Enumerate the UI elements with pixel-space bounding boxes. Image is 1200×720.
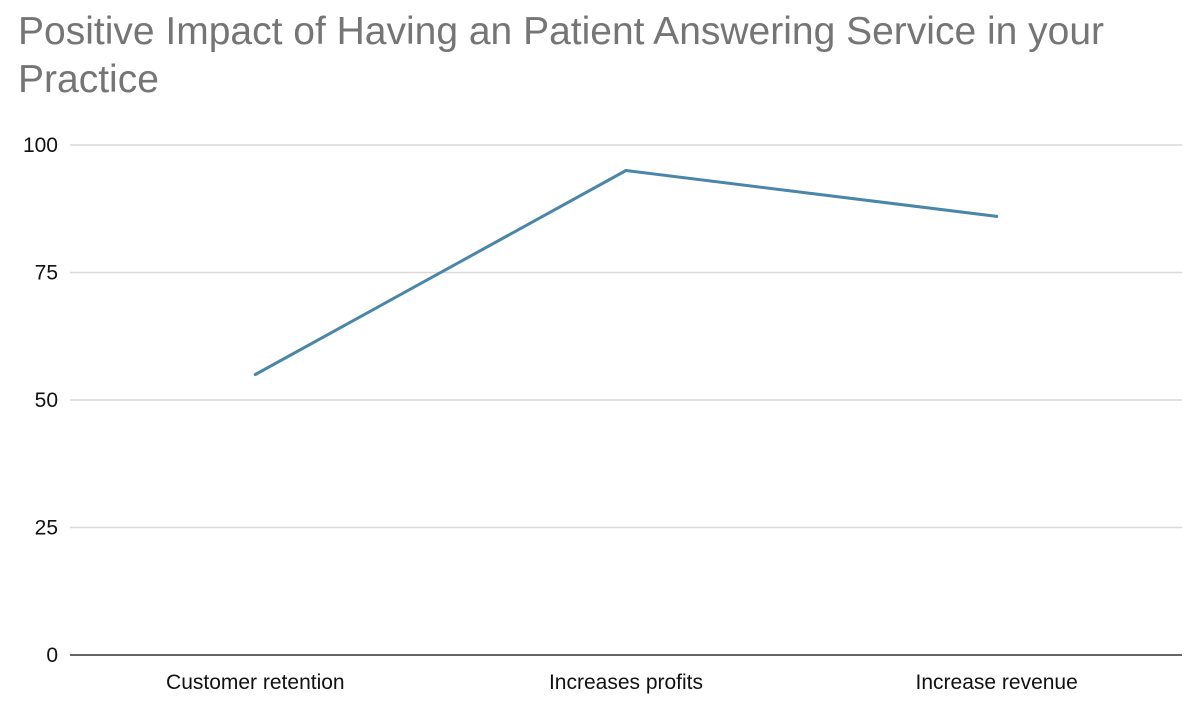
y-tick-label: 75 xyxy=(35,262,58,285)
y-tick-label: 25 xyxy=(35,517,58,540)
y-tick-label: 100 xyxy=(23,134,58,157)
data-point xyxy=(995,214,999,218)
chart-title: Positive Impact of Having an Patient Ans… xyxy=(18,10,1105,101)
y-tick-label: 0 xyxy=(46,644,58,667)
x-axis-ticks: Customer retention Increases profits Incre… xyxy=(166,671,1078,694)
gridlines xyxy=(70,144,1182,656)
x-tick-label: Increases profits xyxy=(549,671,703,694)
data-point xyxy=(624,169,628,172)
y-axis-ticks: 0 25 50 75 100 xyxy=(23,134,58,667)
y-tick-label: 50 xyxy=(35,389,58,412)
x-tick-label: Customer retention xyxy=(166,671,345,694)
data-point xyxy=(253,373,257,376)
series-layer xyxy=(253,169,999,376)
x-tick-label: Increase revenue xyxy=(916,671,1078,694)
